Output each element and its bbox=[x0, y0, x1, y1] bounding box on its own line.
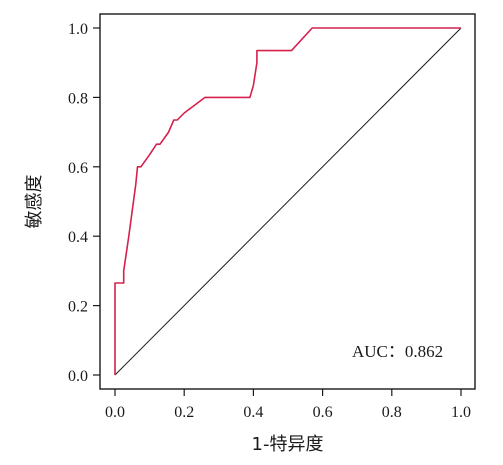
x-tick-label: 0.6 bbox=[313, 404, 333, 421]
x-tick-label: 0.0 bbox=[105, 404, 125, 421]
series bbox=[114, 27, 462, 376]
y-tick-label: 0.8 bbox=[68, 90, 88, 107]
roc-curve-line bbox=[114, 27, 461, 375]
plot-frame bbox=[99, 13, 476, 390]
reference-diagonal-line bbox=[114, 27, 462, 376]
x-tick-label: 0.2 bbox=[174, 404, 194, 421]
y-axis-title: 敏感度 bbox=[24, 175, 45, 229]
y-tick-label: 1.0 bbox=[68, 21, 88, 38]
x-tick-label: 1.0 bbox=[451, 404, 471, 421]
x-axis-title: 1-特异度 bbox=[252, 434, 324, 455]
y-tick-label: 0.2 bbox=[68, 299, 88, 316]
axes: 0.0 0.2 0.4 0.6 0.8 1.0 0.0 0.2 0.4 0.6 0.8 1.0 bbox=[68, 21, 471, 421]
auc-annotation: AUC：0.862 bbox=[352, 342, 443, 361]
y-tick-label: 0.4 bbox=[68, 229, 88, 246]
x-tick-label: 0.4 bbox=[243, 404, 263, 421]
y-tick-label: 0.0 bbox=[68, 368, 88, 385]
x-tick-label: 0.8 bbox=[382, 404, 402, 421]
y-tick-label: 0.6 bbox=[68, 160, 88, 177]
